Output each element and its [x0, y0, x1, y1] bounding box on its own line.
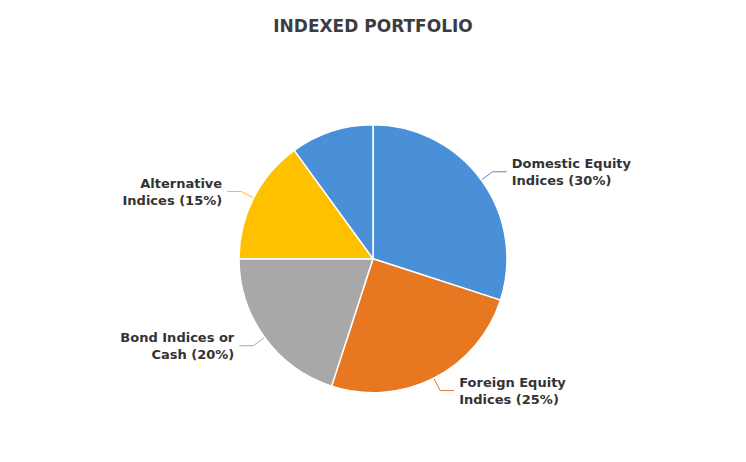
svg-text:Indices (30%): Indices (30%) [512, 173, 612, 188]
svg-text:Indices (15%): Indices (15%) [123, 193, 223, 208]
svg-text:Alternative: Alternative [140, 176, 222, 191]
svg-text:Cash (20%): Cash (20%) [151, 347, 234, 362]
svg-text:Domestic Equity: Domestic Equity [512, 156, 632, 171]
svg-text:Indices (25%): Indices (25%) [459, 392, 559, 407]
svg-text:INDEXED PORTFOLIO: INDEXED PORTFOLIO [273, 16, 473, 36]
svg-text:Bond Indices or: Bond Indices or [120, 330, 234, 345]
svg-text:Foreign Equity: Foreign Equity [459, 375, 566, 390]
